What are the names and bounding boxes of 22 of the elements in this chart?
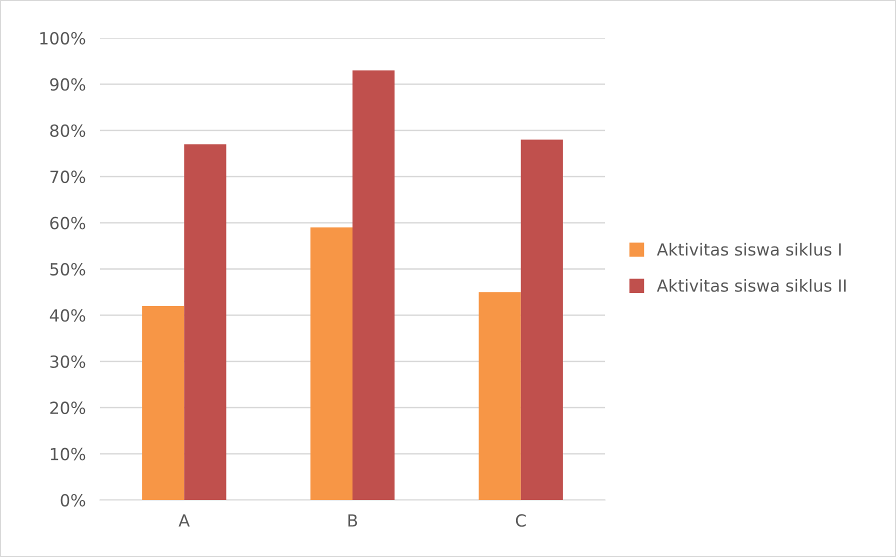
bar [478, 292, 521, 500]
bar [142, 306, 184, 500]
y-tick-label: 0% [60, 494, 86, 507]
bar [352, 70, 395, 500]
x-tick-label: A [178, 514, 190, 527]
y-tick-label: 70% [50, 170, 86, 184]
y-tick-label: 80% [50, 124, 86, 137]
y-tick-label: 10% [50, 448, 86, 460]
y-tick-label: 50% [50, 262, 86, 276]
y-tick-label: 60% [50, 216, 86, 230]
y-tick-label: 20% [50, 402, 86, 414]
x-tick-label: C [516, 514, 526, 527]
legend-label: Aktivitas siswa siklus I [656, 242, 841, 256]
bar [310, 227, 352, 500]
bar [184, 144, 226, 500]
bar [520, 140, 563, 500]
y-tick-label: 90% [50, 78, 86, 91]
legend-label: Aktivitas siswa siklus II [656, 279, 846, 292]
x-tick-label: B [348, 514, 358, 527]
y-tick-label: 30% [50, 355, 86, 368]
y-tick-label: 100% [40, 32, 86, 45]
y-tick-label: 40% [50, 309, 86, 322]
